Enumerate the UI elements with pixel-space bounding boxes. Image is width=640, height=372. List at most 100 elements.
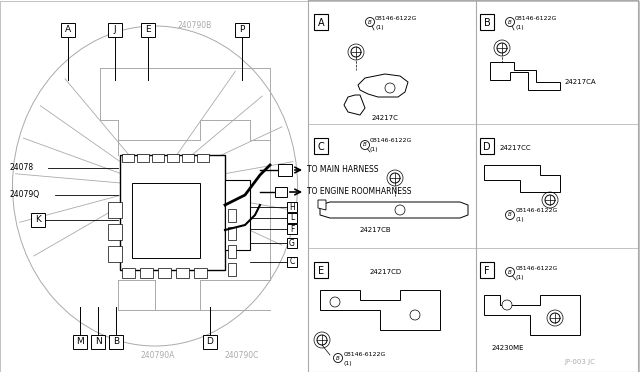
Text: B: B [508,269,512,275]
Polygon shape [318,200,326,210]
Text: 08146-6122G: 08146-6122G [344,352,387,356]
Text: G: G [289,238,295,247]
Bar [140,268,153,278]
Bar [480,138,494,154]
Text: 08146-6122G: 08146-6122G [375,16,417,20]
Circle shape [385,83,395,93]
Bar [287,257,297,267]
Bar [228,263,236,276]
Bar [176,268,189,278]
Bar [228,227,236,240]
Text: 24217CD: 24217CD [370,269,402,275]
Circle shape [351,47,361,57]
Text: TO ENGINE ROOMHARNESS: TO ENGINE ROOMHARNESS [307,187,412,196]
Text: B: B [368,19,372,25]
Text: B: B [113,337,119,346]
Text: B: B [336,356,340,360]
Bar [225,180,250,250]
Circle shape [506,267,515,276]
Bar [108,246,122,262]
Bar [287,213,297,223]
Text: D: D [207,337,213,346]
Bar [132,183,200,258]
Text: (1): (1) [516,275,525,279]
Text: A: A [317,18,324,28]
Text: M: M [76,337,84,346]
Circle shape [390,173,400,183]
Text: C: C [317,142,324,152]
Bar [122,268,135,278]
Text: 240790C: 240790C [225,350,259,359]
Bar [158,268,171,278]
Text: 240790B: 240790B [178,20,212,29]
Text: 24217C: 24217C [372,115,399,121]
Circle shape [360,141,369,150]
Text: B: B [508,212,512,218]
Text: B: B [484,18,490,28]
Text: 24217CB: 24217CB [359,227,391,233]
Circle shape [506,17,515,26]
Bar [0,0,308,372]
Bar [314,138,328,154]
Circle shape [365,17,374,26]
Text: (1): (1) [344,360,353,366]
Text: 24217CA: 24217CA [565,79,596,85]
Circle shape [506,211,515,219]
Text: L: L [290,214,294,222]
Bar [141,23,155,37]
Bar [137,154,149,162]
Polygon shape [320,202,468,218]
Bar [308,0,640,372]
Ellipse shape [13,26,298,346]
Circle shape [317,335,327,345]
Text: (1): (1) [370,148,379,153]
Bar [31,213,45,227]
Polygon shape [484,295,580,335]
Bar [61,23,75,37]
Text: JP·003 JC: JP·003 JC [564,359,595,365]
Bar [275,187,287,197]
Text: B: B [363,142,367,148]
Bar [108,23,122,37]
Polygon shape [484,165,560,192]
Text: 24079Q: 24079Q [10,190,40,199]
Text: (1): (1) [516,218,525,222]
Bar [287,224,297,234]
Text: 08146-6122G: 08146-6122G [516,266,558,270]
Bar [235,23,249,37]
Circle shape [497,43,507,53]
Text: E: E [318,266,324,276]
Bar [152,154,164,162]
Circle shape [410,310,420,320]
Bar [73,335,87,349]
Text: F: F [290,224,294,234]
Circle shape [550,313,560,323]
Bar [228,209,236,222]
Bar [314,262,328,278]
Polygon shape [320,290,440,330]
Text: C: C [289,257,294,266]
Text: 24230ME: 24230ME [492,345,525,351]
Bar [287,238,297,248]
Polygon shape [344,95,365,115]
Bar [287,202,297,212]
Bar [108,224,122,240]
Bar [278,164,292,176]
Text: 240790A: 240790A [141,350,175,359]
Bar [182,154,194,162]
Circle shape [333,353,342,362]
Circle shape [545,195,555,205]
Bar [228,245,236,258]
Circle shape [395,205,405,215]
Text: 08146-6122G: 08146-6122G [515,16,557,20]
Text: F: F [484,266,490,276]
Text: 24217CC: 24217CC [500,145,532,151]
Text: TO MAIN HARNESS: TO MAIN HARNESS [307,166,378,174]
Bar [120,155,225,270]
Bar [480,262,494,278]
Bar [91,335,105,349]
Text: H: H [289,202,295,212]
Text: 08146-6122G: 08146-6122G [370,138,412,144]
Text: J: J [114,26,116,35]
Bar [122,154,134,162]
